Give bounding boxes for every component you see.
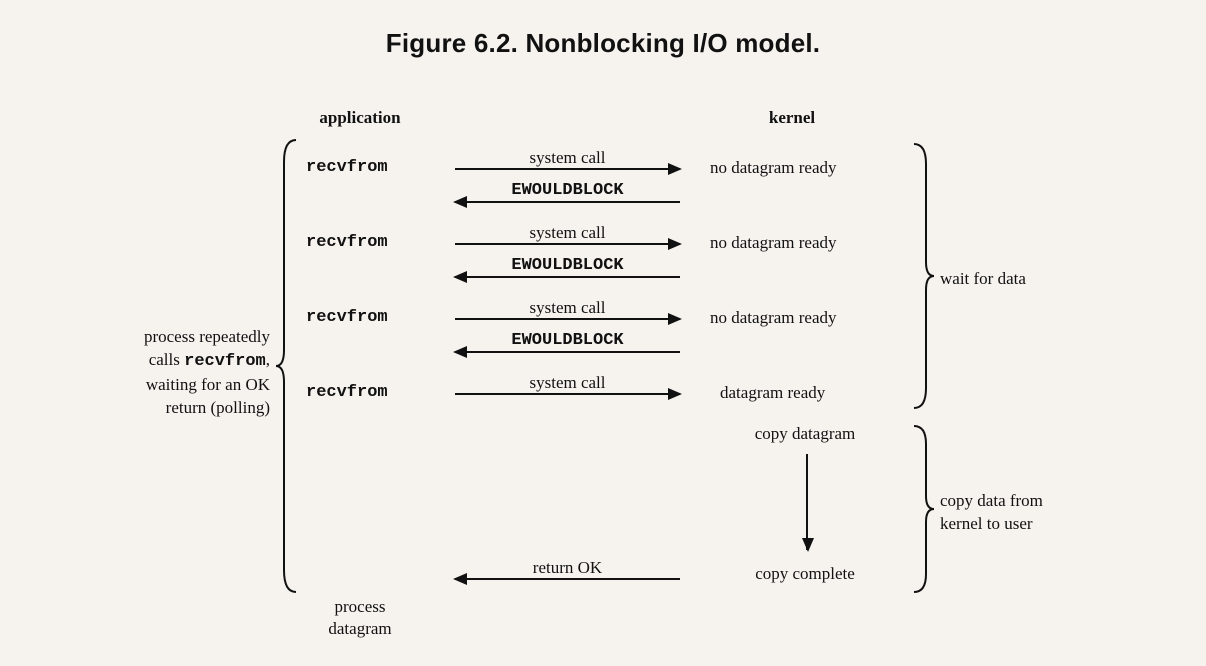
left-note-l4: return (polling) [166,398,270,417]
arrow-return-3: EWOULDBLOCK [455,351,680,353]
col-application: application [300,108,420,128]
brace-rb-l1: copy data from [940,491,1043,510]
brace-right-bottom [912,424,934,594]
arrow-return-2: EWOULDBLOCK [455,276,680,278]
arrow-call-2: system call [455,243,680,245]
diagram-canvas: application kernel recvfrom system call … [0,0,1206,666]
recvfrom-4: recvfrom [306,383,388,402]
arrow-return-2-text: EWOULDBLOCK [455,256,680,275]
arrow-call-3-text: system call [455,298,680,318]
left-note-l2b: recvfrom [184,352,266,371]
recvfrom-1: recvfrom [306,158,388,177]
status-2: no datagram ready [710,233,837,253]
process-datagram-line2: datagram [328,619,391,638]
left-note-l3: waiting for an OK [146,375,270,394]
arrow-copy-down [806,454,808,550]
arrow-return-ok-text: return OK [455,558,680,578]
recvfrom-3: recvfrom [306,308,388,327]
process-datagram-line1: process [335,597,386,616]
copy-complete-label: copy complete [720,564,890,584]
arrow-return-1-text: EWOULDBLOCK [455,181,680,200]
col-kernel: kernel [732,108,852,128]
arrow-return-1: EWOULDBLOCK [455,201,680,203]
brace-left [276,138,298,594]
arrow-call-4: system call [455,393,680,395]
arrow-call-4-text: system call [455,373,680,393]
left-note-l2a: calls [149,350,184,369]
status-3: no datagram ready [710,308,837,328]
copy-datagram-label: copy datagram [720,424,890,444]
process-datagram: process datagram [300,596,420,640]
brace-right-top-label: wait for data [940,268,1026,291]
left-note: process repeatedly calls recvfrom, waiti… [80,326,270,420]
arrow-call-3: system call [455,318,680,320]
arrow-call-1-text: system call [455,148,680,168]
arrow-return-ok: return OK [455,578,680,580]
brace-right-bottom-label: copy data from kernel to user [940,490,1043,536]
brace-right-top [912,142,934,410]
recvfrom-2: recvfrom [306,233,388,252]
status-4: datagram ready [720,383,825,403]
left-note-l1: process repeatedly [144,327,270,346]
brace-rb-l2: kernel to user [940,514,1033,533]
arrow-call-1: system call [455,168,680,170]
arrow-return-3-text: EWOULDBLOCK [455,331,680,350]
left-note-l2c: , [266,350,270,369]
status-1: no datagram ready [710,158,837,178]
arrow-call-2-text: system call [455,223,680,243]
